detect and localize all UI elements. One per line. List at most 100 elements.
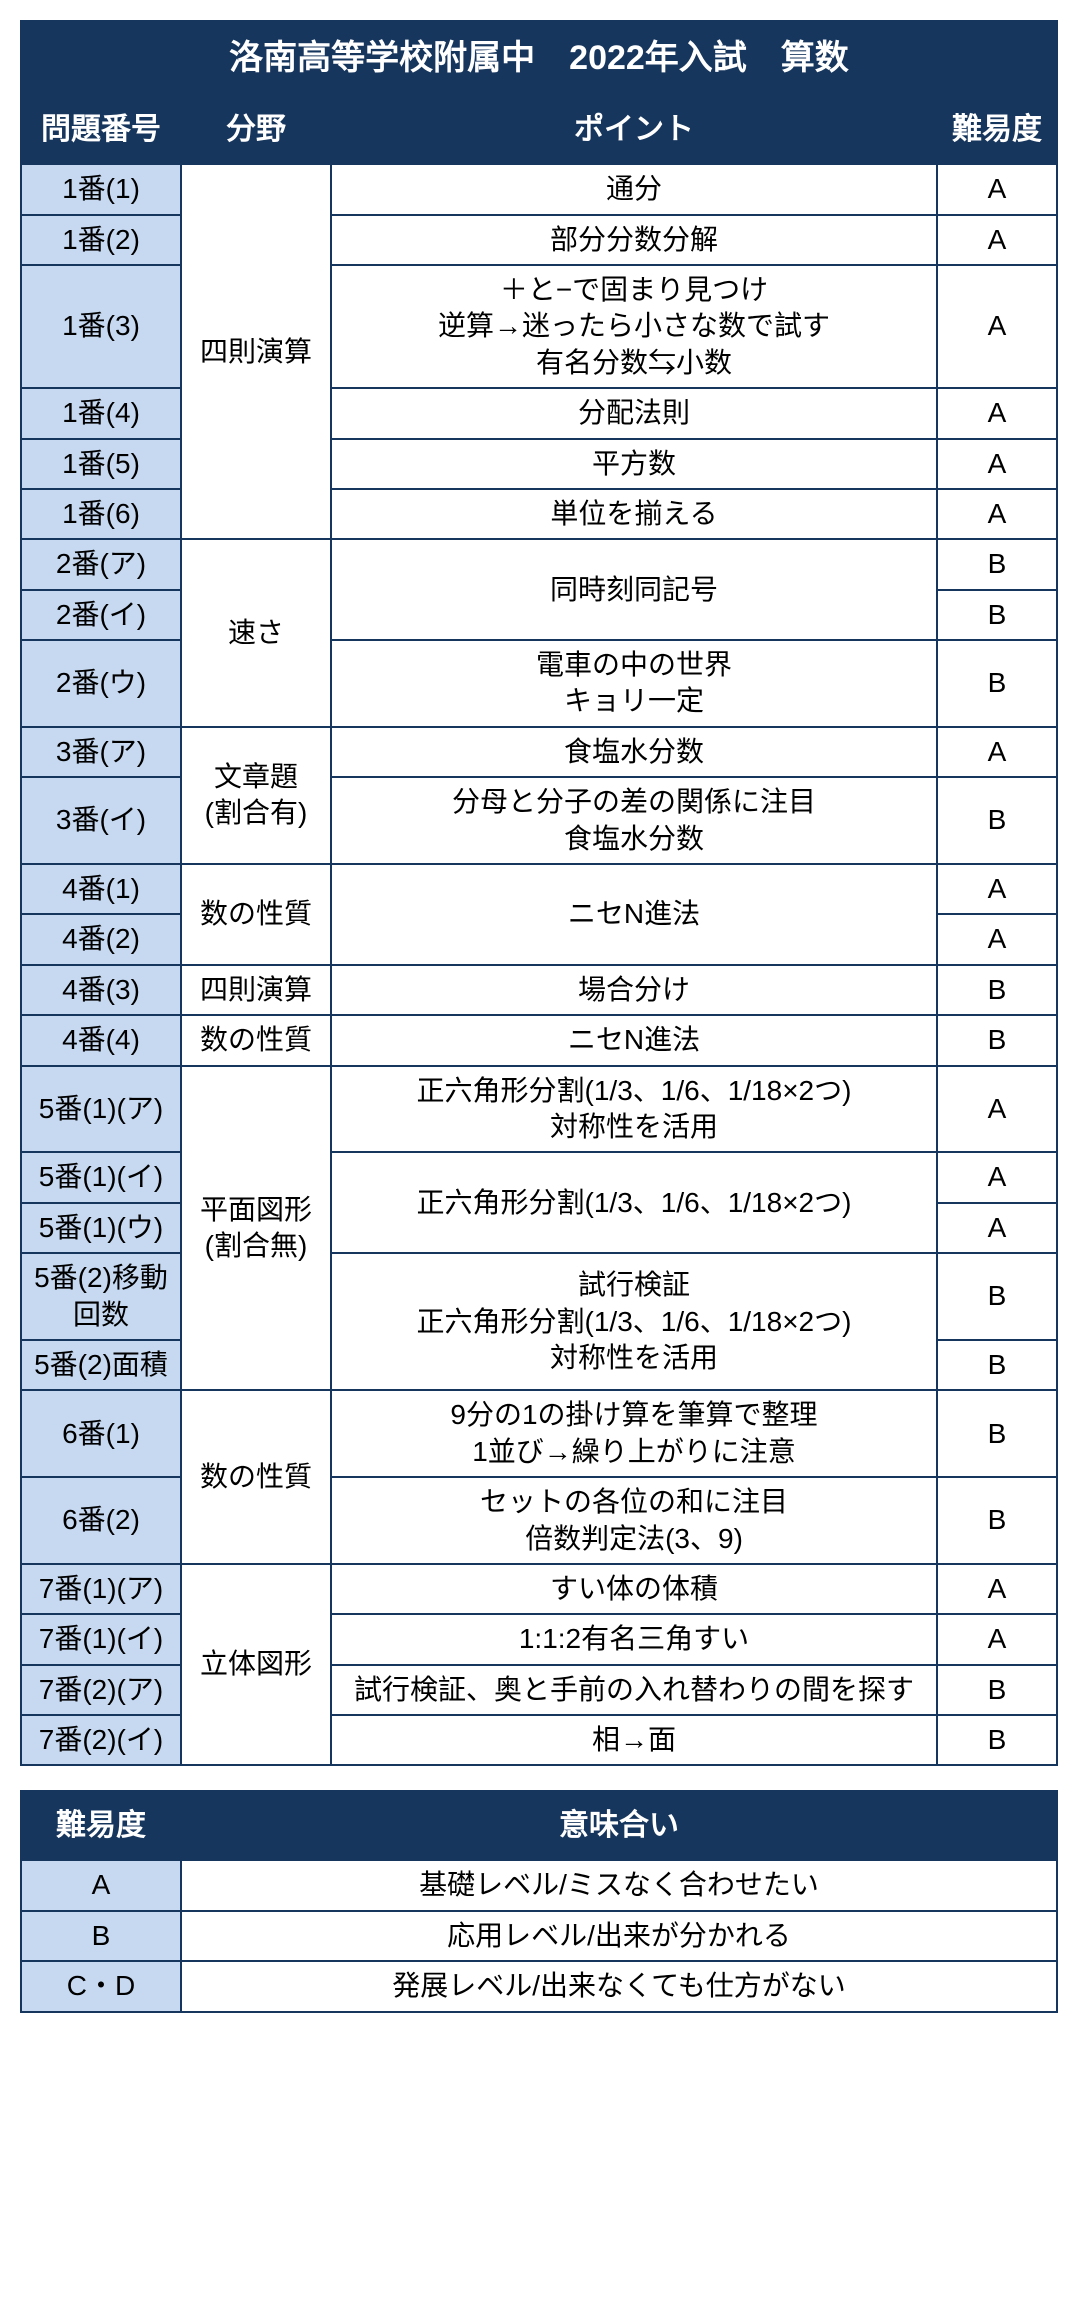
legend-header: 難易度: [21, 1791, 181, 1860]
legend-meaning: 応用レベル/出来が分かれる: [181, 1911, 1057, 1961]
question-number: 7番(1)(イ): [21, 1614, 181, 1664]
table-row: 1番(4)分配法則A: [21, 388, 1057, 438]
difficulty-cell: B: [937, 1477, 1057, 1564]
difficulty-cell: A: [937, 914, 1057, 964]
column-header: 難易度: [937, 95, 1057, 164]
point-cell: 同時刻同記号: [331, 539, 937, 640]
difficulty-cell: B: [937, 539, 1057, 589]
table-row: 5番(1)(イ)正六角形分割(1/3、1/6、1/18×2つ)A: [21, 1152, 1057, 1202]
table-row: 6番(1)数の性質9分の1の掛け算を筆算で整理1並び→繰り上がりに注意B: [21, 1390, 1057, 1477]
table-row: 2番(ア)速さ同時刻同記号B: [21, 539, 1057, 589]
point-cell: 平方数: [331, 439, 937, 489]
question-number: 2番(イ): [21, 590, 181, 640]
difficulty-cell: B: [937, 1390, 1057, 1477]
table-row: 7番(2)(イ) 相→面B: [21, 1715, 1057, 1765]
point-cell: ニセN進法: [331, 864, 937, 965]
field-category: 数の性質: [181, 1015, 331, 1065]
question-number: 4番(4): [21, 1015, 181, 1065]
point-cell: 正六角形分割(1/3、1/6、1/18×2つ): [331, 1152, 937, 1253]
table-row: 1番(5) 平方数A: [21, 439, 1057, 489]
difficulty-cell: A: [937, 727, 1057, 777]
difficulty-cell: B: [937, 965, 1057, 1015]
difficulty-cell: A: [937, 215, 1057, 265]
point-cell: 通分: [331, 164, 937, 214]
difficulty-cell: A: [937, 164, 1057, 214]
difficulty-cell: B: [937, 1015, 1057, 1065]
legend-level: A: [21, 1860, 181, 1910]
point-cell: 場合分け: [331, 965, 937, 1015]
legend-table: 難易度意味合いA基礎レベル/ミスなく合わせたいB応用レベル/出来が分かれるC・D…: [20, 1790, 1058, 2012]
field-category: 平面図形(割合無): [181, 1066, 331, 1391]
point-cell: 正六角形分割(1/3、1/6、1/18×2つ)対称性を活用: [331, 1066, 937, 1153]
field-category: 速さ: [181, 539, 331, 727]
question-number: 7番(1)(ア): [21, 1564, 181, 1614]
field-category: 文章題(割合有): [181, 727, 331, 864]
question-number: 5番(2)移動回数: [21, 1253, 181, 1340]
difficulty-cell: B: [937, 1340, 1057, 1390]
table-title: 洛南高等学校附属中 2022年入試 算数: [21, 21, 1057, 95]
column-header: ポイント: [331, 95, 937, 164]
table-row: 1番(6) 単位を揃えるA: [21, 489, 1057, 539]
point-cell: 相→面: [331, 1715, 937, 1765]
field-category: 四則演算: [181, 965, 331, 1015]
question-number: 1番(1): [21, 164, 181, 214]
question-number: 7番(2)(ア): [21, 1665, 181, 1715]
table-row: 2番(ウ)電車の中の世界キョリ一定B: [21, 640, 1057, 727]
main-table: 洛南高等学校附属中 2022年入試 算数問題番号分野ポイント難易度1番(1)四則…: [20, 20, 1058, 1766]
table-row: 5番(2)移動回数試行検証正六角形分割(1/3、1/6、1/18×2つ)対称性を…: [21, 1253, 1057, 1340]
point-cell: 試行検証正六角形分割(1/3、1/6、1/18×2つ)対称性を活用: [331, 1253, 937, 1390]
question-number: 1番(3): [21, 265, 181, 388]
table-row: 7番(1)(ア)立体図形すい体の体積A: [21, 1564, 1057, 1614]
question-number: 1番(4): [21, 388, 181, 438]
table-row: 7番(1)(イ) 1:1:2有名三角すいA: [21, 1614, 1057, 1664]
field-category: 数の性質: [181, 1390, 331, 1564]
legend-level: B: [21, 1911, 181, 1961]
table-row: 4番(1)数の性質ニセN進法A: [21, 864, 1057, 914]
table-row: 6番(2)セットの各位の和に注目倍数判定法(3、9)B: [21, 1477, 1057, 1564]
difficulty-cell: A: [937, 1564, 1057, 1614]
field-category: 四則演算: [181, 164, 331, 539]
question-number: 4番(1): [21, 864, 181, 914]
difficulty-cell: A: [937, 439, 1057, 489]
question-number: 5番(2)面積: [21, 1340, 181, 1390]
question-number: 1番(5): [21, 439, 181, 489]
difficulty-cell: B: [937, 1715, 1057, 1765]
question-number: 1番(2): [21, 215, 181, 265]
legend-row: A基礎レベル/ミスなく合わせたい: [21, 1860, 1057, 1910]
point-cell: ＋と−で固まり見つけ逆算→迷ったら小さな数で試す有名分数⇆小数: [331, 265, 937, 388]
question-number: 5番(1)(ウ): [21, 1203, 181, 1253]
difficulty-cell: B: [937, 590, 1057, 640]
question-number: 3番(イ): [21, 777, 181, 864]
difficulty-cell: A: [937, 489, 1057, 539]
field-category: 数の性質: [181, 864, 331, 965]
table-row: 1番(3) ＋と−で固まり見つけ逆算→迷ったら小さな数で試す有名分数⇆小数A: [21, 265, 1057, 388]
question-number: 4番(2): [21, 914, 181, 964]
difficulty-cell: B: [937, 777, 1057, 864]
table-row: 7番(2)(ア)試行検証、奥と手前の入れ替わりの間を探すB: [21, 1665, 1057, 1715]
legend-row: C・D発展レベル/出来なくても仕方がない: [21, 1961, 1057, 2011]
difficulty-cell: A: [937, 265, 1057, 388]
question-number: 6番(1): [21, 1390, 181, 1477]
difficulty-cell: A: [937, 1152, 1057, 1202]
question-number: 7番(2)(イ): [21, 1715, 181, 1765]
difficulty-cell: A: [937, 1614, 1057, 1664]
column-header: 問題番号: [21, 95, 181, 164]
point-cell: 単位を揃える: [331, 489, 937, 539]
table-row: 3番(イ)分母と分子の差の関係に注目食塩水分数B: [21, 777, 1057, 864]
column-header: 分野: [181, 95, 331, 164]
point-cell: 1:1:2有名三角すい: [331, 1614, 937, 1664]
field-category: 立体図形: [181, 1564, 331, 1766]
point-cell: 分配法則: [331, 388, 937, 438]
question-number: 1番(6): [21, 489, 181, 539]
point-cell: 試行検証、奥と手前の入れ替わりの間を探す: [331, 1665, 937, 1715]
question-number: 4番(3): [21, 965, 181, 1015]
difficulty-cell: A: [937, 1203, 1057, 1253]
question-number: 6番(2): [21, 1477, 181, 1564]
difficulty-cell: B: [937, 1253, 1057, 1340]
point-cell: 電車の中の世界キョリ一定: [331, 640, 937, 727]
table-row: 1番(2) 部分分数分解A: [21, 215, 1057, 265]
point-cell: 部分分数分解: [331, 215, 937, 265]
legend-meaning: 発展レベル/出来なくても仕方がない: [181, 1961, 1057, 2011]
question-number: 2番(ウ): [21, 640, 181, 727]
legend-header: 意味合い: [181, 1791, 1057, 1860]
